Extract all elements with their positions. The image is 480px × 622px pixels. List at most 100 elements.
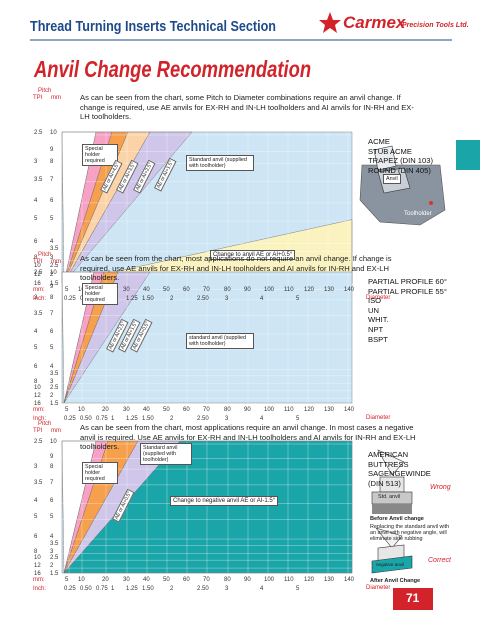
- x-tick-label: 130: [324, 287, 335, 293]
- region-label: Change to anvil AE or AI+0.5°: [210, 249, 296, 260]
- x-tick-label: 30: [123, 287, 130, 293]
- diagram-label: Anvil: [383, 174, 401, 184]
- tpi-tick-label: 4: [34, 498, 38, 505]
- x-tick-label: 40: [143, 287, 150, 293]
- tpi-tick-label: 5: [34, 216, 38, 223]
- thread-type: BSPT: [368, 334, 388, 344]
- tpi-tick-label: 12: [34, 563, 41, 570]
- mm-tick-label: 1.5: [50, 281, 59, 287]
- x-tick-label: 40: [143, 577, 150, 583]
- x-tick-label: 140: [344, 287, 355, 293]
- tpi-label: TPI: [33, 95, 43, 101]
- mm-tick-label: 2.5: [50, 385, 59, 392]
- mm-tick-label: 7: [50, 176, 54, 183]
- diagram-label: Before Anvil change: [370, 516, 424, 522]
- mm-tick-label: 2: [50, 393, 54, 400]
- inch-row-label: Inch:: [33, 586, 47, 592]
- holder-shape: [372, 504, 412, 514]
- x-tick-label: 110: [284, 577, 294, 583]
- x-tick-label: 90: [244, 407, 251, 413]
- x-tick-label: 10: [78, 287, 85, 294]
- mm-tick-label: 3: [50, 548, 54, 555]
- tpi-tick-label: 10: [34, 555, 41, 562]
- mm-tick-label: 10: [50, 130, 57, 136]
- x-tick-label: 5: [65, 287, 69, 293]
- region-label: Standard anvil (supplied with toolholder…: [140, 443, 192, 465]
- mm-tick-label: 8: [50, 294, 54, 301]
- thread-type: TRAPEZ (DIN 103): [368, 156, 433, 166]
- tpi-tick-label: 16: [34, 401, 41, 407]
- x-tick-label: 60: [183, 407, 190, 413]
- region-label: Special holder required: [82, 144, 118, 167]
- tpi-tick-label: 3: [34, 294, 38, 301]
- insert-shape: [373, 145, 397, 171]
- diagram-label: Wrong: [430, 484, 451, 491]
- tpi-tick-label: 8: [34, 548, 38, 555]
- x-tick-label: 80: [224, 287, 231, 293]
- x-tick-label: 0.25: [64, 296, 76, 302]
- tpi-tick-label: 5: [34, 344, 38, 351]
- mm-tick-label: 4: [50, 238, 54, 245]
- tpi-tick-label: 8: [34, 378, 38, 385]
- mm-tick-label: 2: [50, 563, 54, 570]
- tpi-tick-label: 2.5: [34, 130, 43, 136]
- x-tick-label: 20: [102, 577, 109, 583]
- diameter-label: Diameter: [366, 295, 391, 301]
- mm-tick-label: 10: [50, 439, 57, 445]
- x-tick-label: 5: [296, 296, 300, 302]
- mm-tick-label: 9: [50, 453, 54, 460]
- x-tick-label: 3: [225, 586, 229, 592]
- tpi-tick-label: 2.5: [34, 439, 43, 445]
- mm-tick-label: 6: [50, 197, 54, 204]
- mm-tick-label: 1.5: [50, 401, 59, 407]
- thread-type: UN: [368, 305, 379, 315]
- x-tick-label: 2.50: [197, 586, 209, 592]
- diagram-label: Replacing the standard anvil with an anv…: [370, 524, 450, 542]
- thread-type: AMERICAN: [368, 450, 409, 459]
- x-tick-label: 30: [123, 407, 130, 413]
- x-tick-label: 70: [203, 407, 210, 413]
- x-tick-label: 1.25: [126, 296, 138, 302]
- thread-profile: [375, 527, 403, 549]
- tpi-tick-label: 8: [34, 255, 38, 262]
- header-title: Thread Turning Inserts Technical Section: [30, 18, 276, 35]
- plot-frame: [61, 440, 353, 574]
- tpi-tick-label: 5: [34, 514, 38, 521]
- x-tick-label: 20: [102, 407, 109, 413]
- x-tick-label: 2.50: [197, 296, 209, 302]
- x-tick-label: 100: [264, 407, 275, 413]
- description: As can be seen from the chart, most appl…: [80, 254, 392, 283]
- x-tick-label: 2: [170, 586, 174, 592]
- mm-tick-label: 3: [50, 255, 54, 262]
- diagram-label: negative anvil: [376, 562, 405, 567]
- thread-type: SAGENGEWINDE: [368, 469, 431, 479]
- logo-star: [319, 12, 341, 33]
- page-number-box: [393, 588, 433, 610]
- mm-label: mm: [51, 428, 61, 434]
- tpi-tick-label: 6: [34, 534, 38, 541]
- x-tick-label: 2: [170, 416, 174, 422]
- tpi-label: TPI: [33, 428, 43, 434]
- x-tick-label: 120: [304, 407, 315, 413]
- x-tick-label: 70: [203, 577, 210, 583]
- region-label: Standard anvil (supplied with toolholder…: [186, 155, 254, 172]
- x-tick-label: 130: [324, 577, 335, 583]
- thread-type: PARTIAL PROFILE 60°: [368, 277, 447, 286]
- x-tick-label: 100: [264, 577, 275, 583]
- x-tick-label: 1: [111, 416, 115, 422]
- thread-type: STUB ACME: [368, 146, 412, 156]
- mm-row-label: mm:: [33, 407, 45, 413]
- x-tick-label: 90: [244, 287, 251, 293]
- mm-tick-label: 5: [50, 216, 54, 223]
- mm-label: mm: [51, 259, 61, 265]
- diameter-label: Diameter: [366, 585, 391, 591]
- x-tick-label: 1.50: [142, 296, 154, 302]
- diagram-label: Toolholder: [404, 211, 432, 217]
- mm-tick-label: 5: [50, 514, 54, 521]
- tpi-tick-label: 3.5: [34, 310, 43, 317]
- tpi-tick-label: 10: [34, 262, 41, 269]
- mm-tick-label: 3.5: [50, 540, 59, 547]
